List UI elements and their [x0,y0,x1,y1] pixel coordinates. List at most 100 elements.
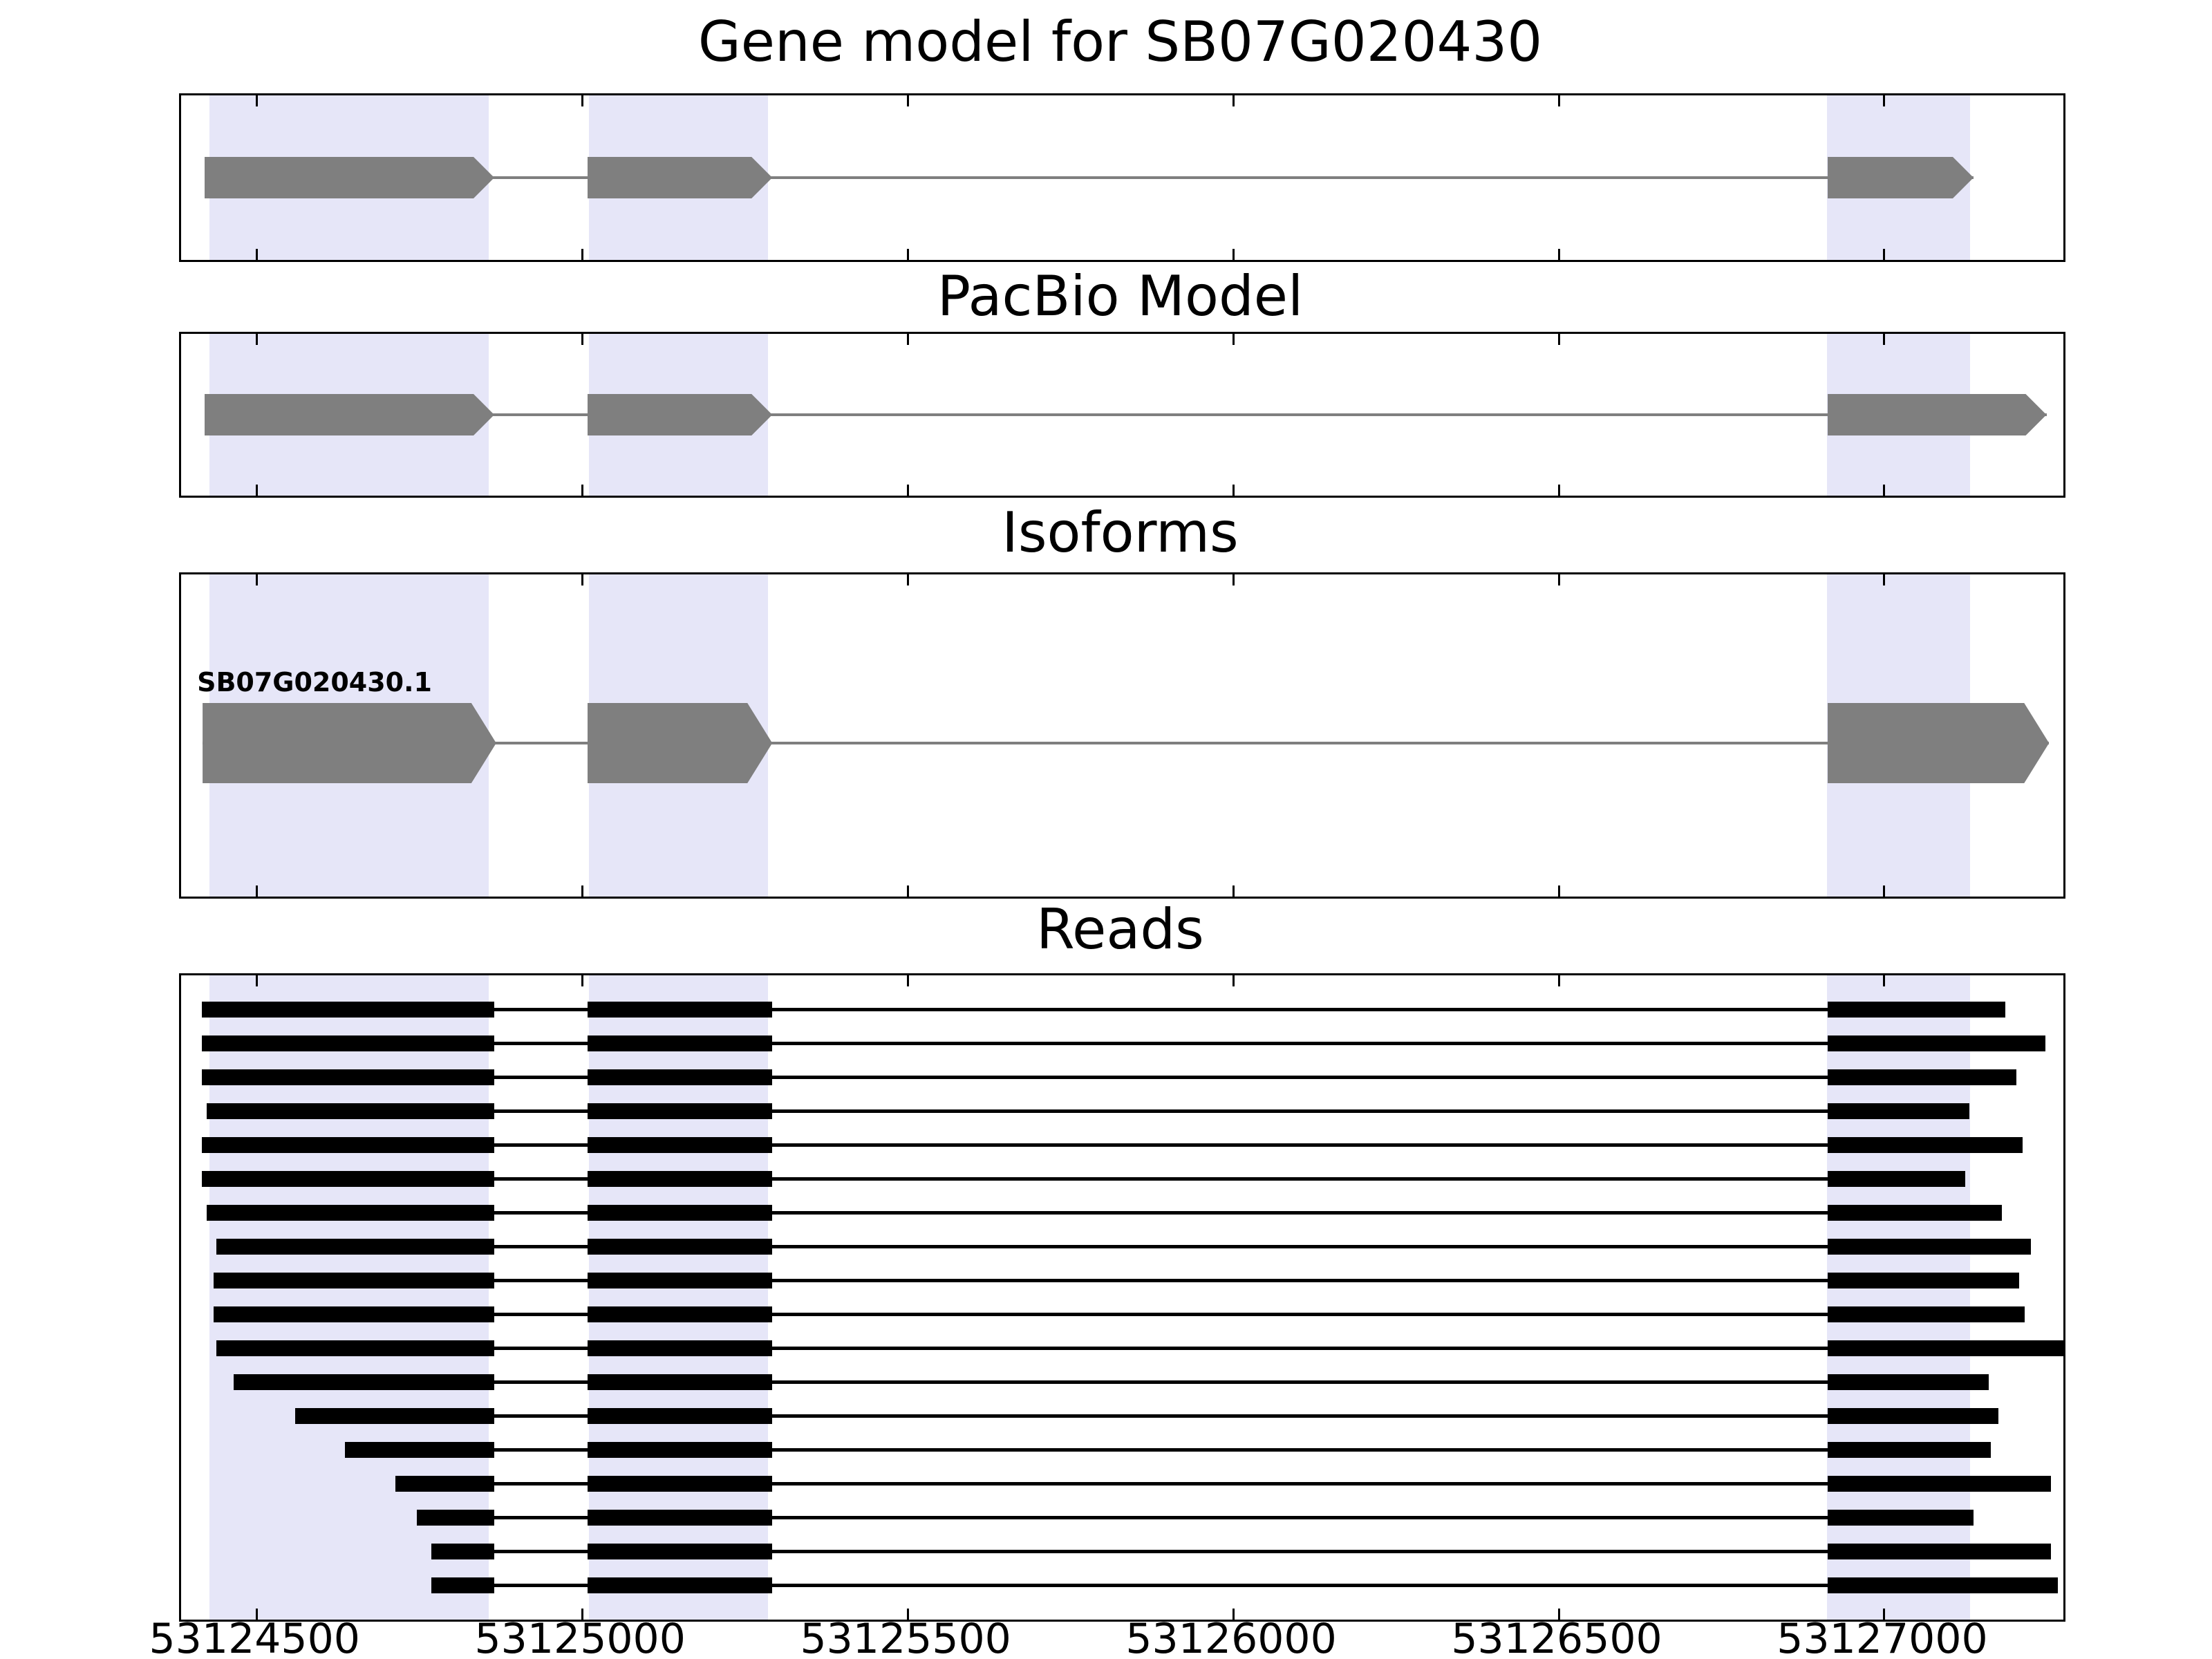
x-axis-tick [255,975,258,986]
x-tick-label: 53126500 [1451,1615,1662,1659]
read-exon-segment [587,1374,773,1391]
x-axis-tick [581,334,583,345]
x-axis-tick [1557,885,1560,897]
exon-arrow [588,157,772,198]
x-axis-tick [1883,1609,1886,1620]
read-exon-segment [1828,1136,2023,1153]
x-axis-tick [1883,334,1886,345]
x-axis-tick [255,95,258,106]
read-exon-segment [395,1476,495,1492]
read-connector-line [202,1041,2045,1045]
read-exon-segment [587,1476,773,1492]
x-axis-tick [1883,95,1886,106]
x-axis-tick [1232,885,1235,897]
x-axis-tick [581,249,583,260]
read-connector-line [216,1347,2063,1351]
x-axis-tick [906,249,909,260]
isoform-label: SB07G020430.1 [197,667,432,697]
read-exon-segment [1828,1001,2006,1018]
intron-line [204,176,1974,179]
x-axis-tick [906,885,909,897]
gene-model-panel-title: Gene model for SB07G020430 [697,10,1543,74]
x-axis-tick [1557,975,1560,986]
read-connector-line [294,1414,1998,1418]
read-exon-segment [1828,1374,1989,1391]
read-exon-segment [587,1408,773,1425]
reads-panel [179,973,2065,1622]
x-axis-tick [1883,975,1886,986]
read-connector-line [214,1278,2019,1282]
read-exon-segment [416,1510,495,1526]
read-exon-segment [587,1577,773,1594]
x-axis-tick [255,1609,258,1620]
read-exon-segment [587,1238,773,1255]
read-exon-segment [1828,1103,1970,1119]
intron-line [204,413,2047,416]
x-axis-tick [1557,95,1560,106]
x-axis-tick [1232,574,1235,585]
read-exon-segment [587,1306,773,1323]
read-connector-line [202,1143,2023,1147]
read-connector-line [202,1075,2017,1079]
read-connector-line [216,1244,2031,1248]
x-axis-tick [255,249,258,260]
read-exon-segment [587,1069,773,1085]
read-exon-segment [206,1103,495,1119]
x-axis-tick [1557,574,1560,585]
read-exon-segment [431,1577,495,1594]
x-axis-tick [1883,885,1886,897]
x-axis-tick [255,885,258,897]
read-connector-line [431,1550,2052,1554]
x-axis-tick [906,334,909,345]
exon-arrow [1828,157,1974,198]
x-axis-tick [1232,485,1235,496]
x-axis-tick [581,485,583,496]
x-tick-label: 53127000 [1777,1615,1988,1659]
read-exon-segment [202,1001,495,1018]
isoforms-panel: SB07G020430.1 [179,572,2065,899]
read-exon-segment [587,1272,773,1288]
pacbio-model-panel [179,332,2065,498]
exon-arrow [588,703,772,783]
read-exon-segment [1828,1442,1991,1459]
x-tick-label: 53124500 [149,1615,360,1659]
read-connector-line [345,1448,1991,1452]
x-axis-tick [1557,249,1560,260]
read-exon-segment [216,1238,495,1255]
read-exon-segment [1828,1069,2017,1085]
x-axis-tick [906,574,909,585]
read-exon-segment [587,1170,773,1187]
x-axis-tick [1232,249,1235,260]
read-connector-line [202,1007,2006,1011]
x-axis-tick [581,574,583,585]
read-exon-segment [294,1408,495,1425]
read-exon-segment [1828,1510,1974,1526]
read-exon-segment [587,1001,773,1018]
x-axis-tick [906,485,909,496]
read-exon-segment [1828,1544,2052,1560]
x-axis-tick [1557,1609,1560,1620]
read-exon-segment [1828,1577,2059,1594]
exon-arrow [1828,394,2046,435]
read-connector-line [206,1109,1970,1113]
read-exon-segment [587,1442,773,1459]
exon-arrow [588,394,772,435]
x-tick-label: 53125500 [800,1615,1011,1659]
gene-model-panel [179,93,2065,262]
read-exon-segment [587,1544,773,1560]
read-exon-segment [1828,1238,2031,1255]
x-tick-label: 53125000 [474,1615,686,1659]
read-exon-segment [202,1035,495,1051]
read-exon-segment [587,1103,773,1119]
x-axis-tick [255,334,258,345]
x-axis-tick [581,95,583,106]
x-axis-tick [581,975,583,986]
read-exon-segment [214,1272,495,1288]
x-axis-tick [581,1609,583,1620]
x-axis-tick [1232,334,1235,345]
read-connector-line [431,1584,2059,1588]
x-axis-tick [1232,975,1235,986]
read-exon-segment [1828,1306,2025,1323]
read-exon-segment [216,1340,495,1357]
